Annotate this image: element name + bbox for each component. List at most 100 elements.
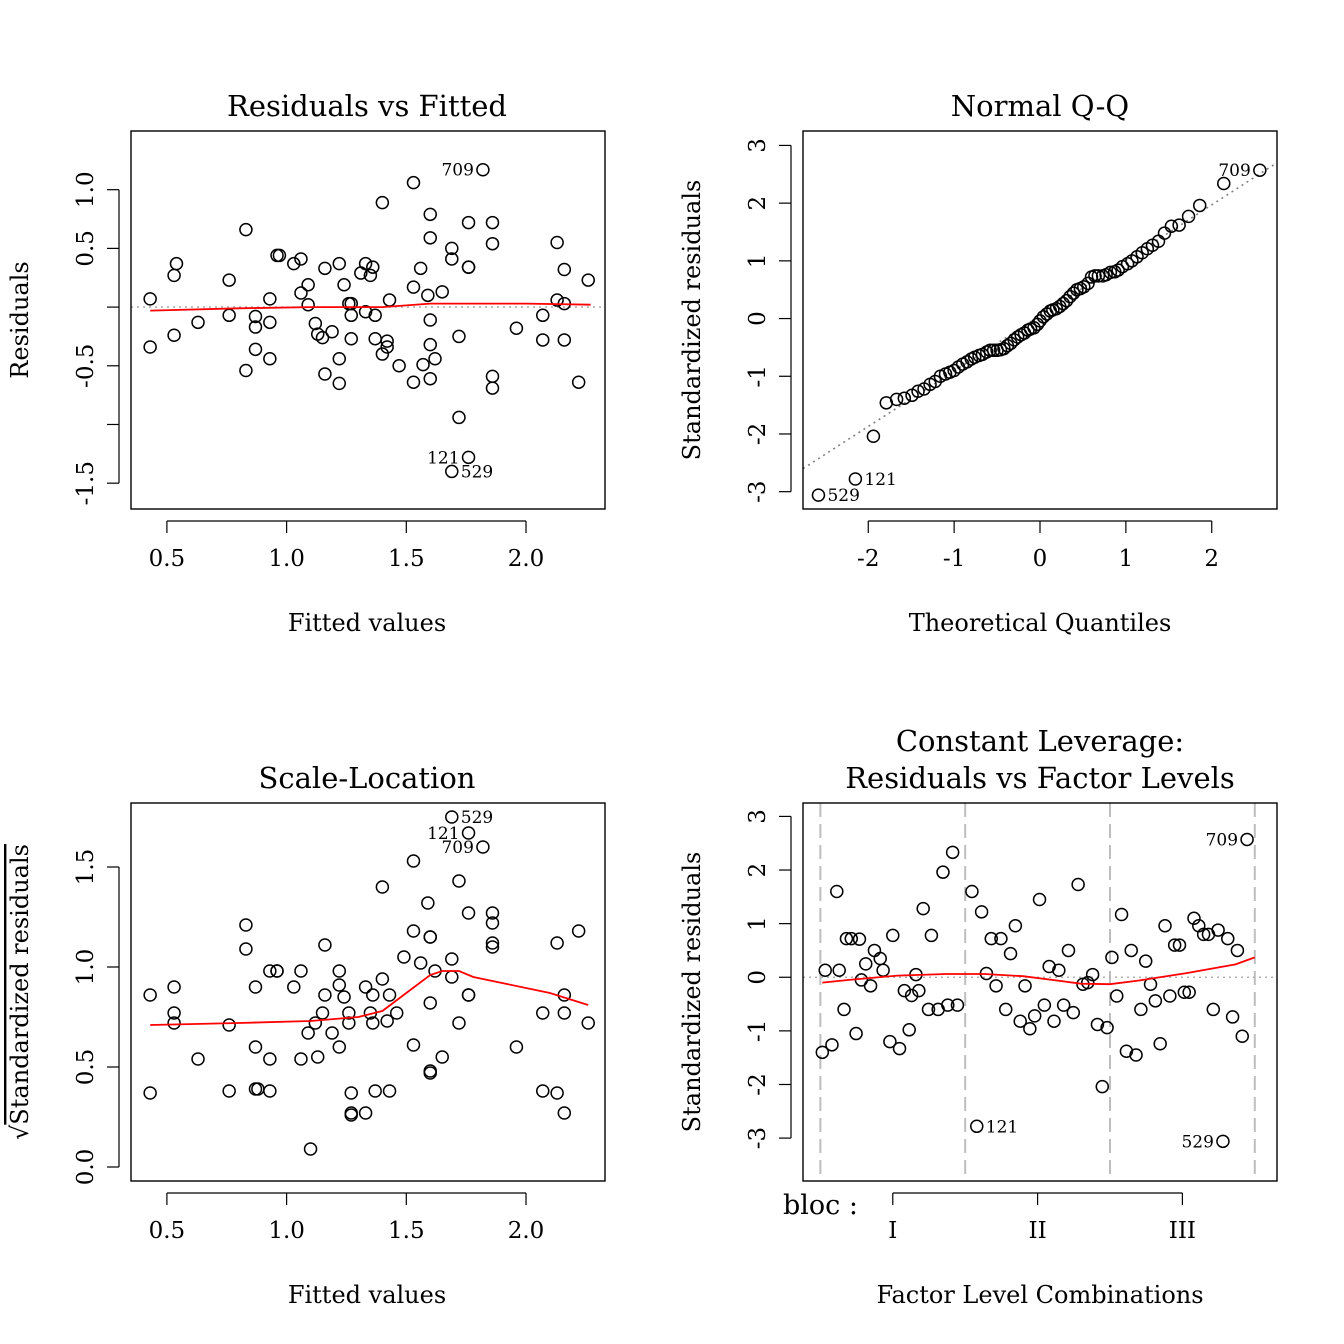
data-point: [191, 1052, 205, 1066]
factor-name-label: bloc :: [783, 1190, 858, 1221]
data-point: [452, 329, 466, 344]
data-point: [413, 261, 428, 276]
data-point: [272, 248, 287, 263]
panel-2: Normal Q-Q Theoretical Quantiles Standardi…: [678, 89, 1278, 637]
data-point: [423, 313, 437, 327]
point-label: 121: [864, 470, 896, 490]
data-point: [392, 359, 406, 373]
data-point: [1061, 943, 1076, 958]
data-point: [167, 1016, 181, 1030]
data-point: [315, 330, 330, 345]
data-point: [318, 261, 332, 276]
data-point: [452, 1016, 466, 1030]
data-point: [1077, 280, 1091, 294]
data-point: [1100, 1020, 1114, 1035]
data-point: [406, 1038, 421, 1052]
x-axis-label: Fitted values: [288, 1281, 446, 1309]
data-point: [294, 964, 308, 978]
data-point: [848, 472, 863, 486]
data-point: [310, 1050, 325, 1064]
y-axis-label: Standardized residuals: [678, 852, 706, 1133]
data-point: [368, 308, 382, 323]
data-point: [1081, 975, 1095, 990]
data-point: [423, 371, 437, 386]
data-point: [1157, 226, 1172, 240]
data-point: [382, 1084, 397, 1098]
y-tick-label: -0.5: [73, 344, 99, 388]
plot-frame: [802, 802, 1278, 1182]
data-point: [1225, 1010, 1240, 1024]
data-point: [337, 278, 351, 292]
data-point: [989, 979, 1003, 993]
data-point: [406, 854, 421, 868]
data-point: [375, 195, 390, 210]
data-point: [485, 936, 500, 950]
data-point: [423, 996, 437, 1010]
data-point: [1008, 919, 1023, 933]
data-point: [1105, 950, 1119, 965]
panel-3: Scale-Location Fitted values √Standardized…: [6, 761, 606, 1309]
data-point: [375, 972, 390, 986]
data-point: [342, 1006, 356, 1020]
data-point: [325, 324, 339, 339]
point-label: 529: [1181, 1132, 1213, 1152]
data-point: [1103, 265, 1118, 280]
data-point: [363, 268, 378, 283]
data-point: [830, 884, 844, 899]
y-tick-label: 2: [745, 863, 771, 878]
data-point: [461, 988, 476, 1002]
data-point: [1164, 219, 1179, 233]
data-point: [1059, 293, 1074, 308]
data-point: [406, 175, 421, 190]
chart-title: Constant Leverage:: [896, 724, 1184, 758]
data-point: [435, 285, 449, 299]
data-point: [852, 932, 867, 946]
chart-title: Residuals vs Fitted: [227, 89, 507, 123]
data-point: [263, 1052, 277, 1066]
x-tick-label: 1.0: [268, 546, 305, 572]
data-point: [413, 956, 428, 970]
data-point: [461, 826, 476, 840]
y-tick-label: -2: [745, 1073, 771, 1095]
data-point: [421, 288, 435, 303]
data-point: [248, 1040, 263, 1054]
data-point: [950, 998, 965, 1012]
data-point: [811, 488, 826, 502]
data-point: [1253, 163, 1267, 177]
data-point: [1206, 1002, 1221, 1017]
smoother-line: [150, 302, 591, 312]
data-point: [485, 215, 500, 230]
data-point: [423, 207, 437, 222]
plot-frame: [802, 130, 1278, 510]
data-point: [368, 1084, 382, 1098]
data-point: [536, 308, 550, 323]
data-point: [332, 978, 347, 992]
data-point: [984, 931, 998, 946]
data-point: [421, 896, 435, 910]
y-tick-label: 2: [745, 196, 771, 211]
data-point: [445, 952, 459, 966]
data-point: [1037, 998, 1052, 1012]
data-point: [344, 332, 358, 346]
data-point: [428, 351, 442, 366]
data-point: [509, 1040, 524, 1054]
data-point: [337, 990, 351, 1004]
data-point: [406, 924, 421, 938]
data-point: [301, 278, 315, 292]
plot-frame: [130, 802, 606, 1182]
data-point: [1187, 911, 1201, 926]
data-point: [423, 930, 437, 944]
y-tick-label: 0.5: [73, 1049, 99, 1086]
point-label: 709: [1206, 830, 1238, 850]
data-point: [998, 1002, 1013, 1017]
data-point: [485, 940, 500, 954]
data-point: [889, 392, 904, 407]
data-point: [994, 931, 1008, 946]
data-point: [883, 1034, 897, 1049]
data-point: [892, 1041, 907, 1056]
data-point: [974, 905, 989, 919]
data-point: [550, 1086, 564, 1100]
data-point: [375, 347, 390, 361]
x-tick-label: 1.5: [388, 1218, 425, 1244]
x-tick-label: 2.0: [508, 546, 545, 572]
